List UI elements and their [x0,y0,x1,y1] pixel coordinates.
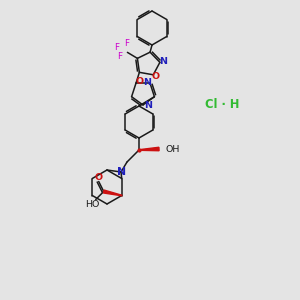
Text: O: O [151,72,159,81]
Text: N: N [143,78,151,87]
Text: N: N [159,57,167,66]
Text: N: N [144,100,152,109]
Text: O: O [95,172,103,182]
Text: Cl · H: Cl · H [205,98,239,112]
Text: O: O [136,77,144,86]
Text: F: F [114,43,119,52]
Text: HO: HO [85,200,100,209]
Text: N: N [117,167,127,177]
Polygon shape [103,190,122,196]
Polygon shape [139,147,159,151]
Text: F: F [117,52,122,61]
Text: F: F [124,39,129,48]
Text: OH: OH [166,145,180,154]
